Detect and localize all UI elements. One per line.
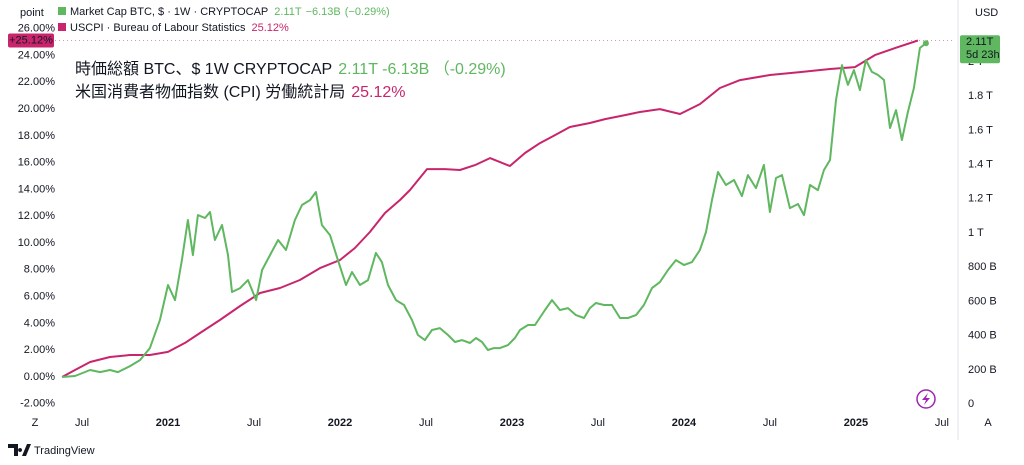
- series-line: [62, 42, 927, 378]
- y-tick-label: 8.00%: [24, 264, 55, 276]
- y2-tick-label: 1.4 T: [968, 159, 993, 171]
- legend-label: Market Cap BTC, $ · 1W · CRYPTOCAP 2.11T −…: [70, 6, 390, 18]
- y-tick-label: 10.00%: [18, 237, 56, 249]
- brand-logo: [8, 444, 31, 456]
- badge: [960, 35, 1000, 64]
- y-tick-label: 2.00%: [24, 344, 55, 356]
- x-tick-label: Jul: [247, 417, 261, 429]
- y2-tick-label: 600 B: [968, 295, 997, 307]
- badge-label: 5d 23h: [966, 49, 1000, 61]
- event-icon-bolt: [922, 393, 930, 405]
- y2-tick-label: 1.8 T: [968, 90, 993, 102]
- brand: TradingView: [34, 445, 95, 457]
- y-tick-label: 24.00%: [18, 49, 56, 61]
- corner-label: Z: [32, 417, 39, 429]
- y2-tick-label: 1.6 T: [968, 124, 993, 136]
- y2-tick-label: 800 B: [968, 261, 997, 273]
- y-tick-label: 12.00%: [18, 210, 56, 222]
- x-tick-label: 2023: [500, 417, 524, 429]
- x-tick-label: Jul: [591, 417, 605, 429]
- x-tick-label: Jul: [935, 417, 949, 429]
- currency: USD: [975, 7, 998, 19]
- x-tick-label: Jul: [75, 417, 89, 429]
- y-tick-label: 22.00%: [18, 76, 56, 88]
- x-tick-label: Jul: [419, 417, 433, 429]
- y-tick-label: 6.00%: [24, 290, 55, 302]
- y-tick-label: 14.00%: [18, 183, 56, 195]
- last-point: [922, 40, 929, 47]
- y-tick-label: 26.00%: [18, 23, 56, 35]
- y-tick-label: 0.00%: [24, 371, 55, 383]
- legend-swatch: [58, 23, 66, 31]
- badge-label: +25.12%: [9, 34, 53, 46]
- legend-swatch: [58, 7, 66, 15]
- y2-tick-label: 1 T: [968, 227, 984, 239]
- y2-tick-label: 200 B: [968, 364, 997, 376]
- y-tick-label: 18.00%: [18, 130, 56, 142]
- badge-label: 2.11T: [966, 36, 994, 48]
- corner-label: A: [984, 417, 992, 429]
- badge: [8, 33, 54, 48]
- axis-mode: point: [20, 7, 44, 19]
- x-tick-label: Jul: [763, 417, 777, 429]
- annotation: 米国消費者物価指数 (CPI) 労働統計局 25.12%: [75, 83, 406, 101]
- y-tick-label: 20.00%: [18, 103, 56, 115]
- legend-label: USCPI · Bureau of Labour Statistics 25.12…: [70, 22, 289, 34]
- y-tick-label: -2.00%: [20, 398, 55, 410]
- series-line: [61, 39, 919, 378]
- y-tick-label: 16.00%: [18, 157, 56, 169]
- y-tick-label: 4.00%: [24, 317, 55, 329]
- y2-tick-label: 1.2 T: [968, 193, 993, 205]
- x-tick-label: 2025: [844, 417, 868, 429]
- y2-tick-label: 400 B: [968, 330, 997, 342]
- annotation: 時価総額 BTC、$ 1W CRYPTOCAP 2.11T -6.13B （-0.…: [75, 60, 506, 78]
- x-tick-label: 2024: [672, 417, 697, 429]
- y2-tick-label: 0: [968, 398, 974, 410]
- x-tick-label: 2022: [328, 417, 352, 429]
- x-tick-label: 2021: [156, 417, 180, 429]
